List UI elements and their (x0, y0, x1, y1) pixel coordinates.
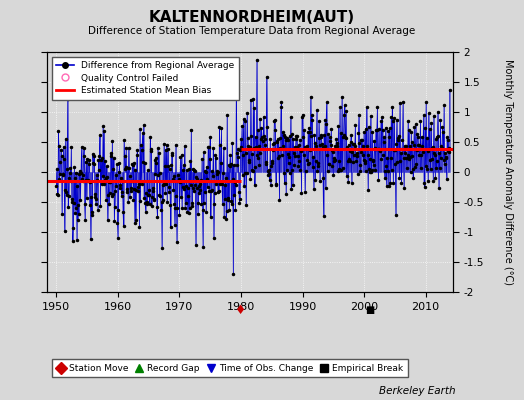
Text: Berkeley Earth: Berkeley Earth (379, 386, 456, 396)
Y-axis label: Monthly Temperature Anomaly Difference (°C): Monthly Temperature Anomaly Difference (… (504, 59, 514, 285)
Text: ■: ■ (366, 305, 375, 315)
Text: KALTENNORDHEIM(AUT): KALTENNORDHEIM(AUT) (148, 10, 355, 25)
Text: ♦: ♦ (235, 304, 247, 316)
Legend: Station Move, Record Gap, Time of Obs. Change, Empirical Break: Station Move, Record Gap, Time of Obs. C… (52, 360, 408, 378)
Legend: Difference from Regional Average, Quality Control Failed, Estimated Station Mean: Difference from Regional Average, Qualit… (52, 56, 239, 100)
Text: Difference of Station Temperature Data from Regional Average: Difference of Station Temperature Data f… (88, 26, 415, 36)
